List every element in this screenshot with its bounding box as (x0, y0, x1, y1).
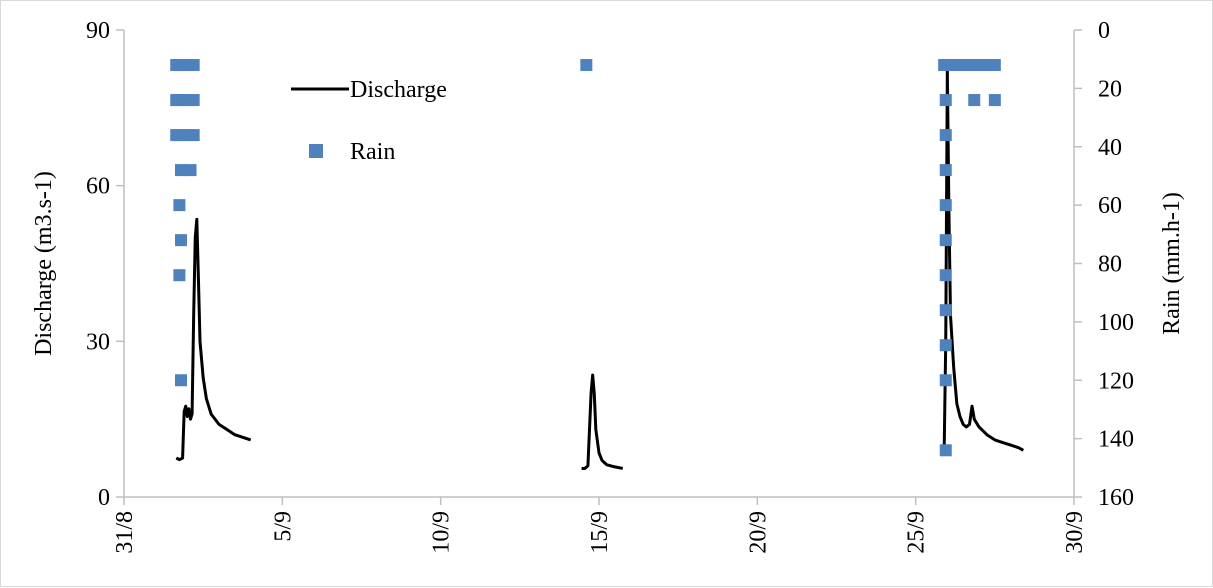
y2-tick-label: 100 (1098, 310, 1134, 336)
legend-rain-label: Rain (350, 139, 395, 165)
rain-point (939, 304, 952, 317)
discharge-series-line (175, 217, 252, 462)
legend: Discharge Rain (291, 77, 447, 165)
y2-tick-label: 120 (1098, 368, 1134, 394)
rain-series (170, 59, 1001, 457)
y-tick-label: 60 (86, 174, 110, 200)
y2-tick-label: 20 (1098, 76, 1122, 102)
x-tick-label: 5/9 (270, 511, 296, 542)
x-tick-label: 30/9 (1062, 511, 1088, 554)
x-tick-label: 25/9 (904, 511, 930, 554)
rain-point (175, 164, 187, 177)
axes-layer: 0 30 60 90 0 20 40 60 80 100 120 140 160 31/8 5/9 10/9 1… (31, 18, 1185, 554)
rain-point (187, 59, 200, 72)
y-tick-label: 30 (86, 329, 110, 355)
y-axis-title: Discharge (m3.s-1) (31, 171, 57, 356)
rain-point (939, 339, 952, 352)
discharge-series-line (942, 70, 1025, 452)
y2-tick-label: 60 (1098, 193, 1122, 219)
rain-point (187, 94, 200, 107)
x-tick-label: 15/9 (587, 511, 613, 554)
x-tick-label: 20/9 (745, 511, 771, 554)
rain-point (939, 269, 952, 282)
y2-tick-label: 160 (1098, 485, 1134, 511)
legend-rain-swatch (309, 144, 323, 158)
x-tick-label: 10/9 (429, 511, 455, 554)
rain-point (939, 199, 952, 212)
rain-point (988, 94, 1001, 107)
y-tick-label: 0 (98, 485, 110, 511)
rain-point (939, 94, 952, 107)
discharge-series-line (581, 373, 624, 470)
y2-tick-label: 0 (1098, 18, 1110, 44)
y2-axis-title: Rain (mm.h-1) (1159, 192, 1185, 335)
y2-tick-label: 80 (1098, 252, 1122, 278)
rain-point (173, 269, 186, 282)
rain-point (939, 374, 952, 387)
y-tick-label: 90 (86, 18, 110, 44)
data-layer (170, 59, 1025, 470)
rain-point (939, 164, 952, 177)
rain-point (175, 374, 187, 387)
rain-point (939, 444, 952, 457)
x-tick-label: 31/8 (112, 511, 138, 554)
rain-point (173, 199, 186, 212)
y2-tick-label: 140 (1098, 427, 1134, 453)
rain-point (939, 234, 952, 247)
rain-point (184, 164, 197, 177)
legend-discharge-label: Discharge (350, 77, 447, 103)
y2-tick-label: 40 (1098, 135, 1122, 161)
rain-point (187, 129, 200, 142)
rain-point (175, 234, 187, 247)
rain-point (988, 59, 1001, 72)
rain-point (968, 94, 981, 107)
rain-point (580, 59, 593, 72)
rain-point (939, 129, 952, 142)
